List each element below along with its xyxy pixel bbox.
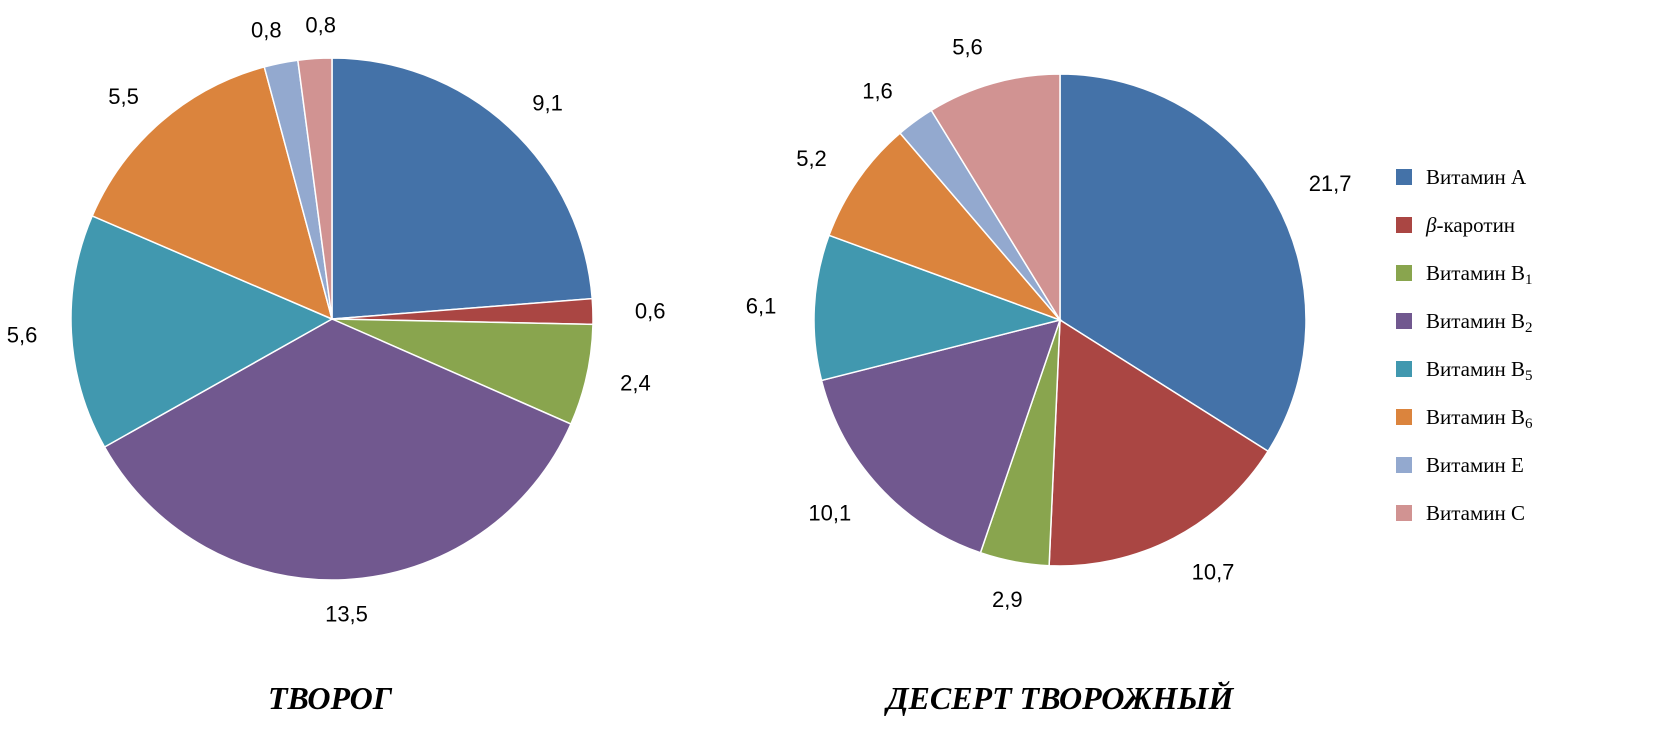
legend-label-vitamin-c: Витамин С (1426, 501, 1525, 525)
data-label-vitamin-b6: 5,5 (108, 84, 139, 109)
legend: Витамин А β-каротин Витамин В1 Витамин В2 Ви… (1396, 165, 1533, 525)
pie-slice-vitamin-b6 (91, 66, 334, 321)
legend-swatch-vitamin-b6 (1396, 409, 1412, 425)
legend-label-vitamin-e: Витамин Е (1426, 453, 1524, 477)
legend-swatch-vitamin-b1 (1396, 265, 1412, 281)
data-label-vitamin-b2: 10,1 (808, 501, 851, 526)
pie-slice-vitamin-b5 (70, 214, 334, 449)
pie-slice-vitamin-b5 (813, 234, 1063, 382)
data-label-beta-carotene: 0,6 (635, 299, 666, 324)
data-label-vitamin-b6: 5,2 (796, 146, 827, 171)
pie-slice-vitamin-a (1059, 73, 1307, 453)
data-label-vitamin-b1: 2,4 (620, 371, 651, 396)
pie-slice-vitamin-c (930, 73, 1061, 323)
legend-label-beta-carotene: β-каротин (1425, 213, 1515, 237)
pie-slice-vitamin-a (331, 57, 594, 320)
legend-swatch-vitamin-c (1396, 505, 1412, 521)
legend-swatch-vitamin-a (1396, 169, 1412, 185)
pie-slice-vitamin-b2 (103, 318, 572, 581)
chart-title-tvorog: ТВОРОГ (268, 680, 393, 716)
legend-label-vitamin-b6: Витамин В6 (1426, 405, 1533, 432)
legend-label-vitamin-b2: Витамин В2 (1426, 309, 1533, 336)
data-label-vitamin-a: 21,7 (1309, 171, 1352, 196)
data-label-vitamin-b5: 5,6 (7, 323, 38, 348)
legend-label-vitamin-b1: Витамин В1 (1426, 261, 1533, 288)
legend-label-vitamin-b5: Витамин В5 (1426, 357, 1533, 384)
data-label-vitamin-e: 0,8 (251, 18, 282, 43)
chart-title-dessert: ДЕСЕРТ ТВОРОЖНЫЙ (884, 680, 1235, 716)
pie-chart-dessert: 21,7 10,7 2,9 10,1 6,1 5,2 1,6 5,6 (746, 35, 1352, 612)
data-label-vitamin-c: 5,6 (952, 35, 983, 60)
data-label-beta-carotene: 10,7 (1192, 560, 1235, 585)
data-label-vitamin-c: 0,8 (305, 13, 336, 38)
data-label-vitamin-b2: 13,5 (325, 602, 368, 627)
pie-slice-beta-carotene (1048, 318, 1270, 567)
data-label-vitamin-a: 9,1 (532, 90, 563, 115)
legend-swatch-vitamin-b5 (1396, 361, 1412, 377)
legend-swatch-vitamin-b2 (1396, 313, 1412, 329)
pie-slice-vitamin-b2 (820, 318, 1062, 554)
data-label-vitamin-b5: 6,1 (746, 293, 777, 318)
pie-chart-tvorog: 9,1 0,6 2,4 13,5 5,6 5,5 0,8 0,8 (7, 13, 666, 627)
legend-swatch-vitamin-e (1396, 457, 1412, 473)
legend-swatch-beta-carotene (1396, 217, 1412, 233)
legend-label-vitamin-a: Витамин А (1426, 165, 1527, 189)
pie-slice-vitamin-c (296, 57, 333, 320)
data-label-vitamin-e: 1,6 (862, 78, 893, 103)
pie-slice-vitamin-b6 (828, 132, 1063, 322)
data-label-vitamin-b1: 2,9 (992, 587, 1023, 612)
